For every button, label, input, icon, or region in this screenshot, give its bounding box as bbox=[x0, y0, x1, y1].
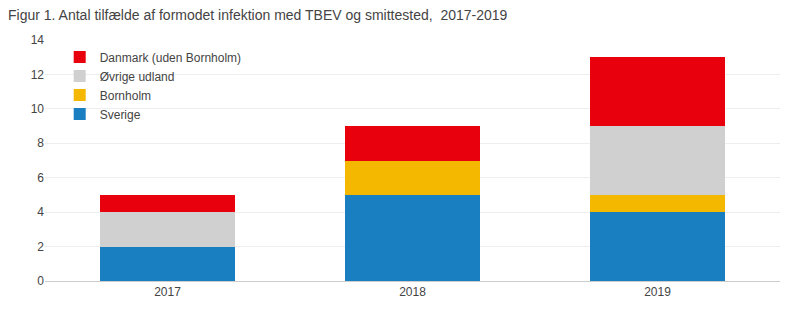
svg-text:Danmark (uden Bornholm): Danmark (uden Bornholm) bbox=[100, 51, 241, 65]
svg-text:10: 10 bbox=[31, 102, 45, 116]
svg-text:14: 14 bbox=[31, 33, 45, 47]
svg-text:4: 4 bbox=[37, 205, 44, 219]
svg-text:Sverige: Sverige bbox=[100, 108, 141, 122]
svg-text:8: 8 bbox=[37, 136, 44, 150]
svg-text:6: 6 bbox=[37, 171, 44, 185]
svg-text:2019: 2019 bbox=[644, 285, 671, 299]
svg-text:Bornholm: Bornholm bbox=[100, 89, 151, 103]
svg-text:Figur 1. Antal tilfælde af for: Figur 1. Antal tilfælde af formodet infe… bbox=[8, 7, 508, 23]
svg-text:2017: 2017 bbox=[154, 285, 181, 299]
svg-text:0: 0 bbox=[37, 274, 44, 288]
svg-text:12: 12 bbox=[31, 68, 45, 82]
svg-text:Øvrige udland: Øvrige udland bbox=[100, 70, 175, 84]
svg-text:2018: 2018 bbox=[399, 285, 426, 299]
svg-text:2: 2 bbox=[37, 240, 44, 254]
